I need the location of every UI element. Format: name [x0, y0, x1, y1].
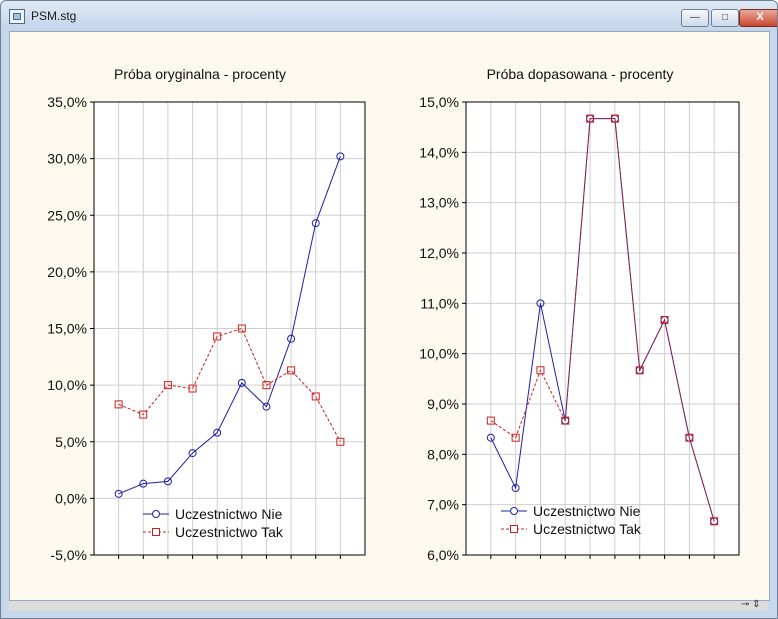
y-tick-label: 0,0% — [55, 490, 87, 506]
y-tick-label: 14,0% — [419, 144, 459, 160]
legend-label: Uczestnictwo Nie — [533, 503, 641, 519]
data-point — [139, 479, 148, 488]
y-tick-label: 20,0% — [47, 264, 87, 280]
legend-marker — [510, 507, 518, 515]
close-button[interactable]: X — [739, 9, 777, 27]
data-point — [536, 299, 545, 308]
y-tick-label: 30,0% — [47, 151, 87, 167]
data-point — [213, 428, 222, 437]
data-point — [287, 334, 296, 343]
data-point — [511, 433, 520, 442]
data-point — [486, 433, 495, 442]
minimize-button[interactable]: — — [681, 9, 709, 27]
y-tick-label: 7,0% — [427, 497, 459, 513]
series-uczestnictwo-nie — [114, 152, 345, 498]
plot-frame — [465, 101, 740, 556]
data-point — [486, 416, 495, 425]
data-point — [163, 381, 172, 390]
chart-panel-1: Próba oryginalna - procenty -5,0% 0,0% 5,0%… — [47, 66, 366, 563]
plot-frame — [93, 101, 366, 556]
data-point — [336, 437, 345, 446]
data-point — [561, 416, 570, 425]
data-point — [237, 324, 246, 333]
series-uczestnictwo-tak — [114, 324, 345, 446]
legend-label: Uczestnictwo Tak — [533, 521, 642, 537]
y-tick-label: 25,0% — [47, 207, 87, 223]
data-point — [237, 378, 246, 387]
data-point — [635, 366, 644, 375]
y-tick-label: 10,0% — [47, 377, 87, 393]
y-tick-label: 6,0% — [427, 547, 459, 563]
legend-label: Uczestnictwo Nie — [175, 506, 283, 522]
data-point — [114, 400, 123, 409]
data-point — [163, 477, 172, 486]
maximize-button[interactable]: □ — [711, 9, 739, 27]
data-point — [139, 410, 148, 419]
data-point — [311, 392, 320, 401]
y-tick-label: -5,0% — [50, 547, 87, 563]
title-bar[interactable]: PSM.stg — □ X — [1, 1, 777, 31]
data-point — [213, 332, 222, 341]
legend: Uczestnictwo Nie Uczestnictwo Tak — [501, 503, 642, 537]
data-point — [287, 366, 296, 375]
chart-title: Próba oryginalna - procenty — [114, 66, 286, 82]
y-tick-label: 35,0% — [47, 94, 87, 110]
y-tick-label: 8,0% — [427, 446, 459, 462]
chart-title: Próba dopasowana - procenty — [487, 66, 674, 82]
window-title: PSM.stg — [31, 9, 77, 23]
plot-area — [466, 102, 739, 555]
y-tick-label: 9,0% — [427, 396, 459, 412]
data-point — [536, 366, 545, 375]
data-point — [336, 152, 345, 161]
data-point — [262, 402, 271, 411]
data-point — [710, 517, 719, 526]
data-point — [511, 484, 520, 493]
y-tick-label: 10,0% — [419, 346, 459, 362]
data-point — [311, 219, 320, 228]
legend: Uczestnictwo Nie Uczestnictwo Tak — [143, 506, 284, 540]
data-point — [262, 381, 271, 390]
status-bar — [9, 601, 768, 611]
legend-marker — [510, 525, 518, 533]
y-tick-label: 12,0% — [419, 245, 459, 261]
y-tick-label: 13,0% — [419, 195, 459, 211]
chart-app-icon — [9, 9, 25, 24]
y-tick-label: 15,0% — [47, 321, 87, 337]
y-tick-label: 15,0% — [419, 94, 459, 110]
graph-area: Próba oryginalna - procenty -5,0% 0,0% 5,0%… — [9, 31, 770, 601]
charts-canvas: Próba oryginalna - procenty -5,0% 0,0% 5,0%… — [47, 66, 740, 563]
data-point — [188, 384, 197, 393]
data-point — [685, 433, 694, 442]
series-line — [490, 118, 715, 522]
pin-icon[interactable]: ⊸ ⇕ — [741, 599, 761, 610]
series-line — [118, 156, 341, 495]
y-tick-label: 5,0% — [55, 434, 87, 450]
data-point — [610, 114, 619, 123]
series-line — [118, 327, 341, 442]
chart-panel-2: Próba dopasowana - procenty 6,0% 7,0% 8,0% 9… — [419, 66, 740, 563]
legend-marker — [152, 510, 160, 518]
data-point — [660, 315, 669, 324]
data-point — [188, 449, 197, 458]
series-uczestnictwo-tak — [486, 114, 719, 526]
legend-label: Uczestnictwo Tak — [175, 524, 284, 540]
data-point — [586, 114, 595, 123]
y-tick-label: 11,0% — [420, 295, 459, 311]
legend-marker — [152, 528, 160, 536]
data-point — [114, 489, 123, 498]
